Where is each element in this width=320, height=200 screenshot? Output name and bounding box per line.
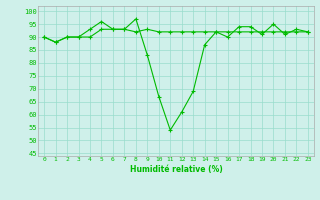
X-axis label: Humidité relative (%): Humidité relative (%) — [130, 165, 222, 174]
